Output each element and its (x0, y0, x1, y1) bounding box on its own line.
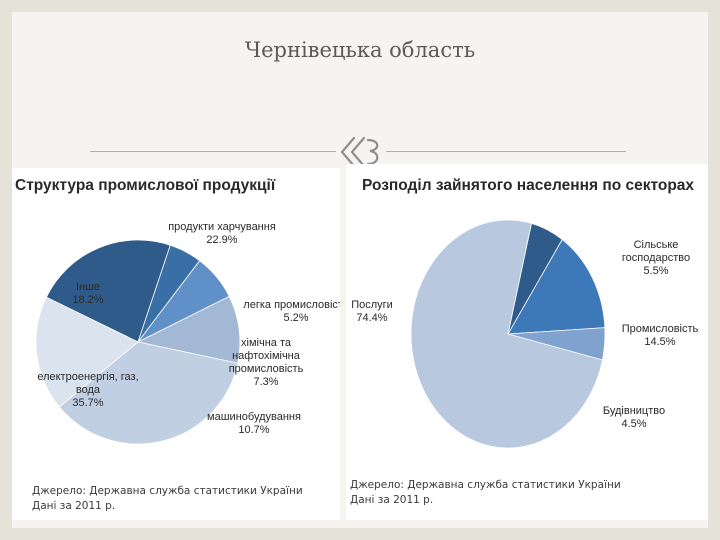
slice-label: електроенергія, газ, вода 35.7% (37, 371, 138, 409)
slice-label: Послуги 74.4% (351, 299, 393, 324)
slice-label-line: Інше (76, 281, 100, 293)
divider-right (386, 151, 626, 152)
slice-label: машинобудування 10.7% (207, 411, 301, 436)
industry-pie-chart: Структура промислової продукції продукти… (15, 177, 340, 445)
source-line: Дані за 2011 р. (350, 494, 434, 506)
slice-label-line: Будівництво (603, 405, 665, 417)
slice-label-line: хімічна та (241, 337, 292, 349)
slice-label-line: машинобудування (207, 411, 301, 423)
chart-panel-employment: Розподіл зайнятого населення по секторах… (346, 164, 708, 520)
slice-label-line: нафтохімічна (232, 350, 301, 362)
pie-slice (45, 239, 171, 343)
employment-pie-chart: Розподіл зайнятого населення по секторах… (351, 177, 699, 449)
slice-label-line: промисловість (229, 363, 304, 375)
slice-value: 5.5% (643, 265, 668, 277)
slice-value: 7.3% (253, 376, 278, 388)
slice-label-line: Промисловість (622, 323, 699, 335)
pie-slice (35, 296, 139, 408)
slice-value: 74.4% (356, 312, 387, 324)
pie-slice (136, 295, 241, 364)
source-line: Джерело: Державна служба статистики Укра… (32, 485, 303, 497)
slice-label-line: господарство (622, 252, 690, 264)
slice-label-line: Сільське (634, 239, 679, 251)
slice-value: 10.7% (238, 424, 269, 436)
source-line: Джерело: Державна служба статистики Укра… (350, 479, 621, 491)
slice-value: 5.2% (283, 312, 308, 324)
divider-left (90, 151, 336, 152)
slice-label: хімічна та нафтохімічна промисловість 7.3% (229, 337, 304, 388)
slice-value: 4.5% (621, 418, 646, 430)
slice-label-line: електроенергія, газ, (37, 371, 138, 383)
slice-label-line: продукти харчування (168, 221, 276, 233)
slice-label-line: легка промисловість (243, 299, 340, 311)
slice-label-line: вода (76, 384, 101, 396)
slice-label: Промисловість 14.5% (622, 323, 699, 348)
slice-label: Будівництво 4.5% (603, 405, 665, 430)
chart-title: Структура промислової продукції (15, 177, 276, 194)
slice-value: 22.9% (206, 234, 237, 246)
pie-slice (507, 238, 606, 335)
chart-title: Розподіл зайнятого населення по секторах (362, 177, 694, 194)
slice-value: 35.7% (72, 397, 103, 409)
source-line: Дані за 2011 р. (32, 500, 116, 512)
slice-label-line: Послуги (351, 299, 393, 311)
chart-panel-industry: Структура промислової продукції продукти… (12, 168, 340, 520)
slice-label: легка промисловість 5.2% (243, 299, 340, 324)
pie-slice (410, 219, 603, 449)
slice-label: Сільське господарство 5.5% (622, 239, 690, 277)
slide-title: Чернівецька область (244, 38, 476, 62)
slice-value: 14.5% (644, 336, 675, 348)
slice-label: продукти харчування 22.9% (168, 221, 276, 246)
chart-source-note: Джерело: Державна служба статистики Укра… (32, 484, 303, 514)
pie-slice (58, 341, 239, 445)
slice-value: 18.2% (72, 294, 103, 306)
scroll-ornament-icon (340, 136, 379, 168)
chart-source-note: Джерело: Державна служба статистики Укра… (350, 478, 621, 508)
slice-label: Інше 18.2% (72, 281, 103, 306)
